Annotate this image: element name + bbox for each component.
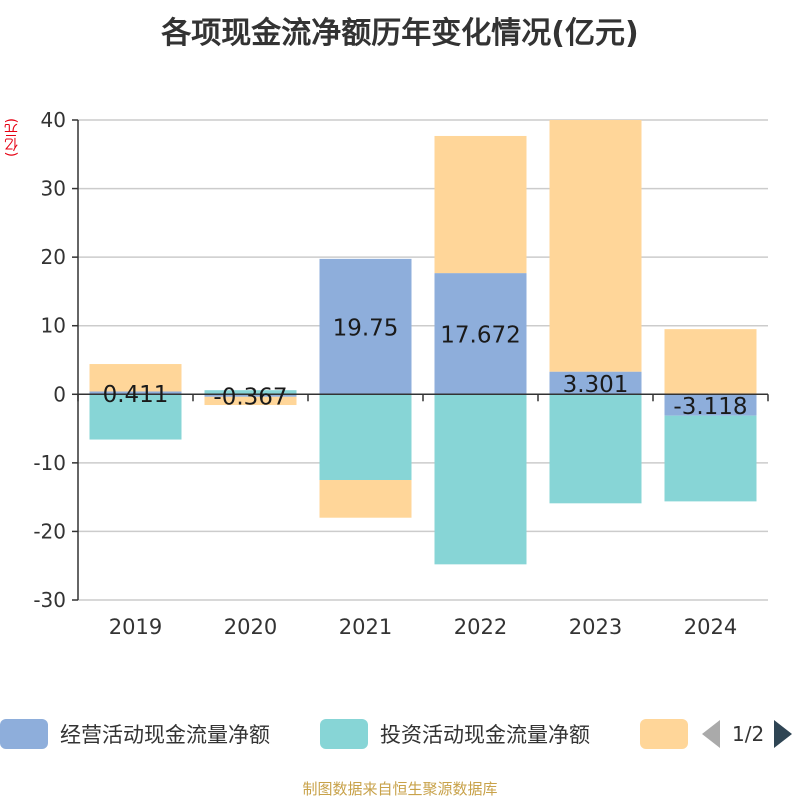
y-tick-label: 40 — [41, 108, 66, 132]
legend-item-financing[interactable] — [640, 716, 688, 752]
legend-label-investing: 投资活动现金流量净额 — [380, 723, 590, 747]
grid-lines — [78, 119, 768, 601]
bar-2023-series-2 — [549, 119, 642, 372]
x-tick-label: 2024 — [684, 615, 737, 639]
bar-2019-series-2 — [89, 364, 182, 392]
data-label-2023: 3.301 — [563, 372, 629, 398]
bar-2020-series-0 — [204, 394, 297, 397]
bar-2024-series-1 — [664, 415, 757, 502]
prev-page-icon[interactable] — [702, 720, 720, 748]
y-tick-label: 20 — [41, 245, 66, 269]
legend-swatch-investing — [320, 719, 368, 749]
bar-2023-series-1 — [549, 394, 642, 504]
x-tick-label: 2021 — [339, 615, 392, 639]
bar-2022-series-1 — [434, 394, 527, 565]
bar-2024-series-2 — [664, 329, 757, 395]
data-labels: 0.411 -0.367 19.75 17.672 3.301 -3.118 — [103, 316, 748, 420]
y-tick-label: -30 — [33, 588, 66, 612]
legend-pager: 1/2 — [700, 716, 800, 752]
y-tick-label: 10 — [41, 314, 66, 338]
x-tick-label: 2019 — [109, 615, 162, 639]
bar-2023-series-0 — [549, 371, 642, 395]
bar-2021-series-2 — [319, 480, 412, 518]
legend-item-operating[interactable]: 经营活动现金流量净额 — [0, 716, 270, 752]
data-source-footer: 制图数据来自恒生聚源数据库 — [302, 780, 498, 798]
pager-text: 1/2 — [732, 722, 765, 746]
bar-2020-series-2 — [204, 396, 297, 406]
legend: 经营活动现金流量净额 投资活动现金流量净额 — [0, 716, 800, 752]
bar-2021-series-1 — [319, 394, 412, 480]
bar-2022-series-2 — [434, 135, 527, 274]
x-tick-label: 2022 — [454, 615, 507, 639]
data-label-2019: 0.411 — [103, 382, 169, 408]
y-tick-label: -20 — [33, 519, 66, 543]
legend-swatch-operating — [0, 719, 48, 749]
bar-2022-series-0 — [434, 273, 527, 395]
bar-2020-series-1 — [204, 390, 297, 395]
bar-2019-series-0 — [89, 391, 182, 395]
data-label-2024: -3.118 — [673, 394, 747, 420]
chart-title: 各项现金流净额历年变化情况(亿元) — [161, 16, 639, 51]
x-tick-label: 2020 — [224, 615, 277, 639]
legend-label-operating: 经营活动现金流量净额 — [60, 723, 270, 747]
data-label-2020: -0.367 — [213, 385, 287, 411]
data-label-2022: 17.672 — [440, 323, 520, 349]
x-tick-label: 2023 — [569, 615, 622, 639]
data-label-2021: 19.75 — [333, 316, 399, 342]
bars — [89, 119, 757, 565]
bar-2024-series-0 — [664, 394, 757, 416]
legend-swatch-financing — [640, 719, 688, 749]
next-page-icon[interactable] — [774, 720, 793, 748]
y-tick-label: 30 — [41, 177, 66, 201]
y-tick-label: 0 — [53, 382, 66, 406]
stacked-bar-chart: 40 30 20 10 0 -10 -20 -30 2019 2020 2021 2022 2023 20… — [33, 108, 769, 639]
legend-item-investing[interactable]: 投资活动现金流量净额 — [320, 716, 590, 752]
bar-2019-series-1 — [89, 394, 182, 440]
y-tick-label: -10 — [33, 451, 66, 475]
axes: 40 30 20 10 0 -10 -20 -30 2019 2020 2021 2022 2023 20… — [33, 108, 769, 639]
bar-2021-series-0 — [319, 258, 412, 395]
